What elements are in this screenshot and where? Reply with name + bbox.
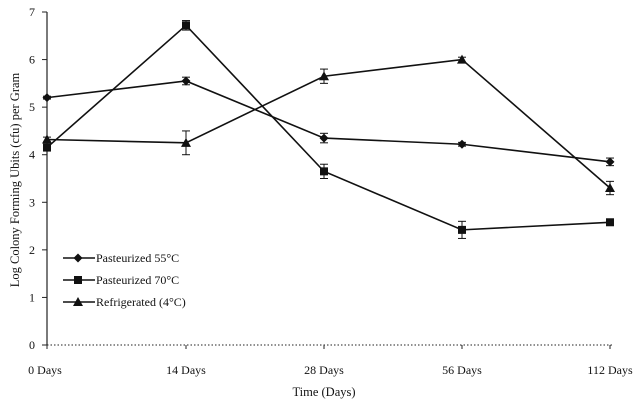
data-point xyxy=(43,143,51,152)
y-tick-label: 6 xyxy=(29,53,35,67)
x-tick-label: 28 Days xyxy=(304,363,344,377)
y-tick-labels: 0 1 2 3 4 5 6 7 xyxy=(29,5,35,352)
data-point xyxy=(457,54,467,64)
data-point xyxy=(458,225,466,234)
y-tick-label: 7 xyxy=(29,5,35,19)
data-point xyxy=(42,93,52,103)
series-square xyxy=(43,20,614,239)
x-tick-label: 0 Days xyxy=(28,363,62,377)
x-tick-label: 112 Days xyxy=(587,363,633,377)
y-tick-label: 4 xyxy=(29,148,35,162)
data-point xyxy=(605,183,615,193)
y-tick-label: 1 xyxy=(29,290,35,304)
series-line xyxy=(46,58,611,189)
x-tick-label: 14 Days xyxy=(166,363,206,377)
legend-item: Pasteurized 55°C xyxy=(63,251,179,265)
data-point xyxy=(182,21,190,30)
x-tick-label: 56 Days xyxy=(442,363,482,377)
x-axis-title: Time (Days) xyxy=(292,385,355,399)
data-point xyxy=(181,137,191,147)
data-point xyxy=(181,76,191,86)
data-point xyxy=(605,157,615,167)
x-tick-labels: 0 Days 14 Days 28 Days 56 Days 112 Days xyxy=(28,363,633,377)
data-point xyxy=(319,133,329,143)
data-point xyxy=(42,134,52,144)
y-tick-label: 5 xyxy=(29,100,35,114)
series-diamond xyxy=(42,76,615,167)
data-point xyxy=(457,139,467,149)
series-line xyxy=(46,24,611,231)
data-point xyxy=(320,167,328,176)
legend-label: Refrigerated (4°C) xyxy=(96,295,186,309)
axes xyxy=(42,11,612,349)
y-axis-title: Log Colony Forming Ubits (cfu) per Gram xyxy=(8,72,22,287)
y-tick-label: 2 xyxy=(29,243,35,257)
legend: Pasteurized 55°C Pasteurized 70°C Refriger… xyxy=(63,251,186,309)
y-tick-label: 3 xyxy=(29,195,35,209)
y-tick-label: 0 xyxy=(29,338,35,352)
legend-item: Refrigerated (4°C) xyxy=(63,295,186,309)
series-layer xyxy=(42,20,615,239)
legend-item: Pasteurized 70°C xyxy=(63,273,179,287)
data-point xyxy=(606,218,614,227)
data-point xyxy=(319,71,329,81)
legend-label: Pasteurized 55°C xyxy=(96,251,179,265)
legend-marker xyxy=(73,297,83,306)
legend-label: Pasteurized 70°C xyxy=(96,273,179,287)
legend-marker xyxy=(73,253,83,263)
series-triangle xyxy=(42,54,615,196)
series-line xyxy=(46,80,611,163)
legend-marker xyxy=(74,276,82,284)
